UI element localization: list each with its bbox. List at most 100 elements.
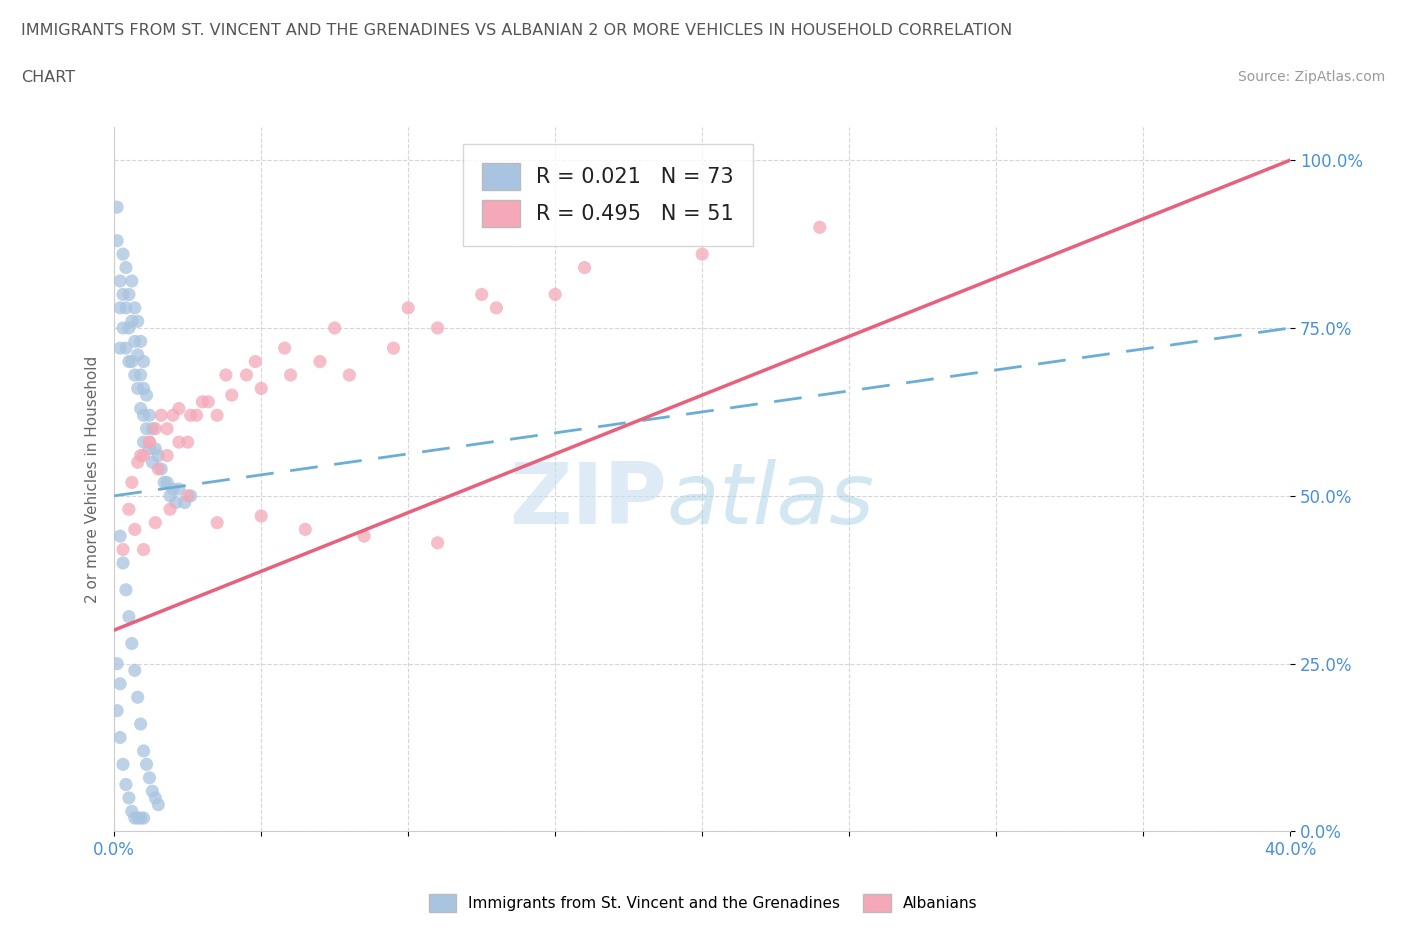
Point xyxy=(118,609,141,624)
Legend: R = 0.021   N = 73, R = 0.495   N = 51: R = 0.021 N = 73, R = 0.495 N = 51 xyxy=(464,144,752,246)
Point xyxy=(135,388,157,403)
Point xyxy=(382,340,405,355)
Point xyxy=(215,367,238,382)
Text: Source: ZipAtlas.com: Source: ZipAtlas.com xyxy=(1237,70,1385,84)
Point xyxy=(162,408,184,423)
Point xyxy=(162,482,184,497)
Point xyxy=(127,381,149,396)
Point xyxy=(118,790,141,805)
Point xyxy=(118,321,141,336)
Point xyxy=(180,408,202,423)
Point xyxy=(121,475,143,490)
Point xyxy=(108,273,131,288)
Point xyxy=(156,448,179,463)
Point xyxy=(156,421,179,436)
Point xyxy=(690,246,713,261)
Point xyxy=(132,542,155,557)
Point xyxy=(124,334,146,349)
Point xyxy=(138,434,160,449)
Point xyxy=(129,448,152,463)
Point xyxy=(173,495,195,510)
Point xyxy=(115,582,138,597)
Point xyxy=(544,287,567,302)
Point xyxy=(121,354,143,369)
Point xyxy=(250,509,273,524)
Point xyxy=(105,703,128,718)
Point xyxy=(129,811,152,826)
Point xyxy=(138,434,160,449)
Point xyxy=(127,690,149,705)
Point xyxy=(156,475,179,490)
Point xyxy=(138,770,160,785)
Point xyxy=(143,442,166,457)
Point xyxy=(426,536,449,551)
Point xyxy=(135,421,157,436)
Point xyxy=(121,636,143,651)
Point xyxy=(108,730,131,745)
Point xyxy=(159,502,181,517)
Point xyxy=(186,408,208,423)
Point xyxy=(127,348,149,363)
Point xyxy=(118,502,141,517)
Point xyxy=(129,401,152,416)
Point xyxy=(132,354,155,369)
Point xyxy=(176,488,198,503)
Point xyxy=(148,797,170,812)
Point xyxy=(426,321,449,336)
Point xyxy=(132,434,155,449)
Point xyxy=(111,542,134,557)
Point xyxy=(118,287,141,302)
Point xyxy=(141,455,163,470)
Point xyxy=(132,448,155,463)
Point xyxy=(167,401,190,416)
Point xyxy=(111,246,134,261)
Point xyxy=(205,408,228,423)
Point xyxy=(153,475,176,490)
Point xyxy=(115,340,138,355)
Point xyxy=(205,515,228,530)
Point xyxy=(111,287,134,302)
Point xyxy=(124,367,146,382)
Point xyxy=(138,408,160,423)
Point xyxy=(115,300,138,315)
Point xyxy=(197,394,219,409)
Point xyxy=(118,354,141,369)
Point xyxy=(143,421,166,436)
Point xyxy=(250,381,273,396)
Point xyxy=(135,757,157,772)
Point xyxy=(108,340,131,355)
Point xyxy=(121,313,143,328)
Point xyxy=(273,340,295,355)
Point xyxy=(127,811,149,826)
Point xyxy=(121,273,143,288)
Point xyxy=(129,334,152,349)
Point xyxy=(115,260,138,275)
Point xyxy=(150,408,173,423)
Point xyxy=(127,455,149,470)
Point xyxy=(180,488,202,503)
Point xyxy=(121,804,143,818)
Point xyxy=(108,300,131,315)
Point xyxy=(294,522,316,537)
Text: atlas: atlas xyxy=(666,458,875,541)
Point xyxy=(111,757,134,772)
Point xyxy=(574,260,596,275)
Point xyxy=(471,287,494,302)
Point xyxy=(167,482,190,497)
Point xyxy=(129,367,152,382)
Point xyxy=(141,421,163,436)
Point xyxy=(221,388,243,403)
Point xyxy=(132,381,155,396)
Point xyxy=(124,811,146,826)
Point xyxy=(105,657,128,671)
Point xyxy=(396,300,419,315)
Point xyxy=(108,676,131,691)
Point xyxy=(111,321,134,336)
Point xyxy=(143,790,166,805)
Point xyxy=(132,811,155,826)
Point xyxy=(808,219,831,234)
Point xyxy=(124,663,146,678)
Point xyxy=(337,367,360,382)
Point xyxy=(132,408,155,423)
Point xyxy=(141,784,163,799)
